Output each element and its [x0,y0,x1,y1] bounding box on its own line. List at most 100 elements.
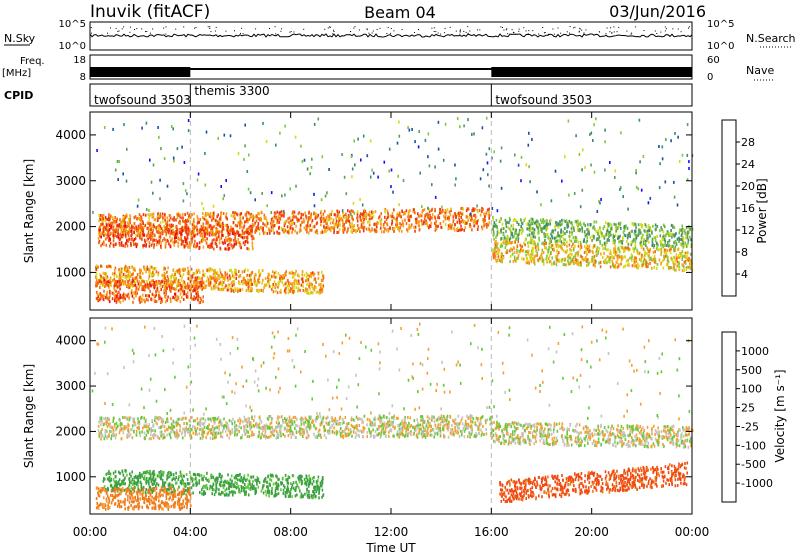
range-cell [391,214,394,218]
range-cell [622,195,624,199]
range-cell [473,214,475,217]
range-cell [648,234,651,238]
range-cell [525,253,527,257]
range-cell [202,245,205,249]
range-cell [351,215,353,219]
range-cell [112,228,114,232]
range-cell [227,231,229,235]
range-cell [384,215,386,219]
range-cell [646,229,649,233]
range-cell [105,283,108,287]
range-cell [131,294,134,298]
range-cell [241,287,244,291]
range-cell [286,284,288,288]
range-cell [120,276,122,280]
range-cell [141,221,143,225]
range-cell [537,220,539,224]
range-cell [437,120,440,124]
range-cell [218,238,221,242]
range-cell [169,216,172,220]
range-cell [647,262,649,266]
range-cell [275,215,278,219]
range-cell [391,211,394,215]
range-cell [175,233,177,236]
range-cell [172,224,174,228]
range-cell [370,210,373,214]
range-cell [184,213,186,217]
range-cell [559,238,562,241]
range-cell [362,214,365,218]
range-cell [461,212,464,216]
range-cell [456,220,459,224]
range-cell [246,247,248,251]
range-cell [167,266,169,270]
range-cell [290,287,292,291]
range-cell [336,214,339,218]
range-cell [196,276,199,280]
range-cell [609,260,611,264]
range-cell [140,297,142,300]
range-cell [114,268,116,272]
range-cell [574,254,576,258]
range-cell [268,278,270,282]
range-cell [198,230,201,234]
range-cell [614,251,617,254]
range-cell [287,291,290,295]
range-cell [469,223,471,226]
range-cell [507,236,509,239]
range-cell [401,229,403,233]
range-cell [300,277,303,281]
range-cell [123,215,126,219]
nsearch-dot [293,31,295,33]
range-cell [557,239,559,243]
range-cell [675,242,678,246]
range-cell [349,210,351,214]
range-cell [228,247,231,250]
range-cell [681,269,684,273]
range-cell [635,264,638,268]
range-cell [513,251,516,255]
range-cell [507,241,510,245]
range-cell [129,226,131,230]
range-cell [321,279,324,283]
range-cell [586,258,588,262]
range-cell [105,243,107,247]
range-cell [393,227,396,230]
range-cell [140,299,143,303]
range-cell [411,128,413,131]
range-cell [129,216,131,220]
range-cell [482,168,485,172]
range-cell [121,267,124,271]
nsearch-dot [507,33,509,35]
range-cell [560,228,562,232]
range-cell [222,212,225,215]
nsearch-dot [354,26,356,28]
range-cell [281,194,283,198]
nsearch-dot [90,27,92,29]
range-cell [541,230,543,234]
range-cell [270,211,273,215]
range-cell [202,269,204,273]
range-cell [209,275,211,279]
range-cell [396,141,399,145]
range-cell [213,283,215,287]
range-cell [238,275,240,279]
range-cell [481,227,484,231]
range-cell [332,221,334,225]
range-cell [429,213,431,217]
range-cell [532,251,534,255]
range-cell [537,226,540,230]
range-cell [354,435,357,439]
range-cell [174,292,177,296]
range-cell [351,175,353,179]
range-cell [512,227,514,231]
range-cell [347,428,350,432]
range-cell [188,229,191,233]
range-cell [284,124,286,128]
range-cell [667,233,670,237]
range-cell [132,225,134,229]
range-cell [292,291,294,295]
range-cell [124,280,126,284]
range-cell [225,179,227,182]
range-cell [384,209,387,213]
